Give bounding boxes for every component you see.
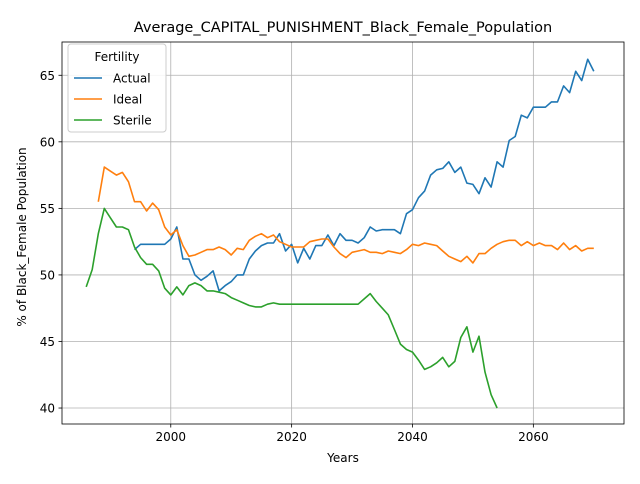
series-line-actual — [133, 58, 595, 292]
x-tick-label: 2040 — [397, 430, 428, 444]
y-tick-label: 60 — [40, 135, 55, 149]
series-lines — [85, 58, 595, 409]
y-tick-label: 50 — [40, 268, 55, 282]
x-tick-label: 2060 — [518, 430, 549, 444]
legend-box — [67, 43, 167, 133]
legend-title: Fertility — [94, 50, 139, 64]
series-line-sterile — [85, 207, 498, 409]
y-tick-label: 65 — [40, 69, 55, 83]
legend: Fertility Actual Ideal Sterile — [67, 43, 167, 133]
x-tick-label: 2000 — [156, 430, 187, 444]
grid — [62, 42, 624, 424]
plot-frame — [61, 41, 625, 425]
chart-title: Average_CAPITAL_PUNISHMENT_Black_Female_… — [134, 20, 552, 36]
legend-label-actual: Actual — [113, 72, 151, 86]
series-line-ideal — [97, 166, 594, 264]
y-tick-label: 40 — [40, 402, 55, 416]
legend-label-sterile: Sterile — [113, 114, 152, 128]
y-tick-label: 45 — [40, 335, 55, 349]
y-axis-label: % of Black_Female Population — [15, 147, 29, 326]
x-axis-label: Years — [326, 451, 359, 465]
y-tick-label: 55 — [40, 202, 55, 216]
axis-ticks: 2000 2020 2040 2060 40 45 50 55 60 65 — [40, 69, 549, 444]
legend-label-ideal: Ideal — [113, 93, 142, 107]
x-tick-label: 2020 — [276, 430, 307, 444]
